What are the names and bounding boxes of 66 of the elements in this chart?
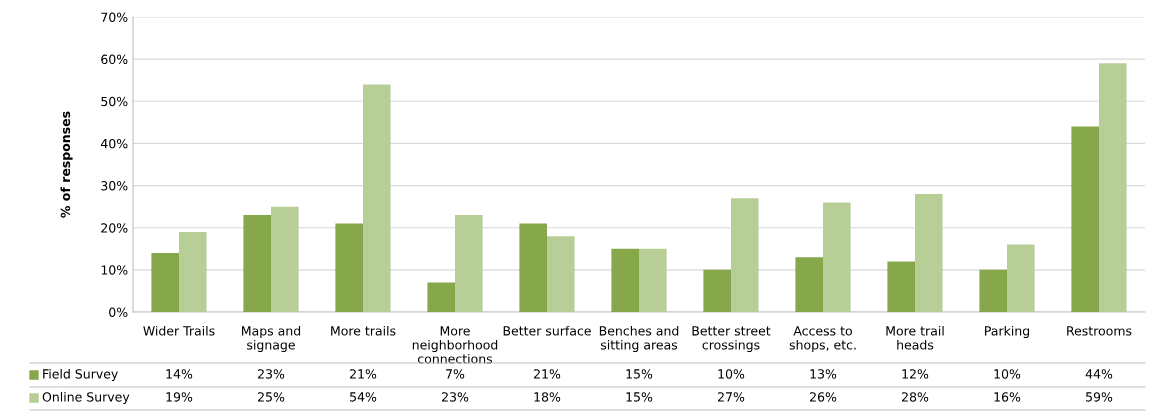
data-label: 10% (994, 369, 1021, 379)
bar (427, 282, 455, 312)
data-label: 23% (442, 392, 469, 402)
data-label: 15% (626, 392, 653, 402)
bar (887, 261, 915, 312)
bar (823, 202, 851, 312)
bar (455, 215, 483, 312)
data-label: 54% (350, 392, 377, 402)
x-tick-label: Maps and signage (242, 325, 301, 352)
x-tick-label: More trail heads (886, 325, 944, 350)
y-tick-label: 0% (109, 307, 128, 317)
y-axis-title: % of responses (60, 111, 73, 218)
x-tick-label: Wider Trails (143, 325, 215, 336)
x-tick-label: More trails (331, 325, 396, 336)
x-tick-label: Restrooms (1067, 326, 1132, 336)
x-tick-label: Better surface (503, 325, 591, 336)
x-tick-label: Better street crossings (692, 326, 771, 352)
x-tick-label: Benches and sitting areas (599, 325, 679, 352)
data-label: 15% (626, 369, 653, 379)
data-label: 7% (446, 369, 465, 379)
data-label: 21% (350, 369, 377, 379)
bar (795, 257, 823, 312)
bar (979, 269, 1007, 312)
data-label: 13% (810, 369, 837, 379)
data-label: 21% (534, 369, 561, 379)
data-label: 14% (166, 369, 193, 379)
x-tick-label: Parking (985, 325, 1030, 338)
data-label: 25% (258, 392, 285, 402)
data-label: 28% (902, 392, 929, 402)
y-tick-label: 50% (101, 96, 128, 107)
bar (1007, 244, 1035, 312)
bar (731, 198, 759, 312)
bar (363, 84, 391, 312)
y-tick-label: 10% (101, 265, 128, 275)
x-tick-label: Access to shops, etc. (789, 326, 856, 352)
legend-label: Field Survey (43, 368, 118, 382)
bar (611, 248, 639, 312)
legend-label: Online Survey (42, 391, 130, 405)
data-label: 18% (534, 392, 561, 402)
x-tick-label: More neighborhood connections (412, 326, 498, 364)
bar (243, 215, 271, 312)
bar (179, 231, 207, 312)
data-label: 26% (810, 392, 837, 402)
y-tick-label: 30% (101, 181, 128, 191)
y-tick-label: 60% (101, 54, 128, 65)
data-label: 19% (166, 392, 193, 402)
data-label: 10% (718, 369, 745, 379)
bar (915, 194, 943, 312)
y-tick-label: 70% (101, 12, 128, 22)
bar (271, 206, 299, 312)
bar (1099, 63, 1127, 312)
bar (151, 253, 179, 312)
data-label: 44% (1085, 369, 1113, 379)
data-label: 12% (902, 369, 929, 379)
bar (547, 236, 575, 312)
data-label: 27% (718, 392, 745, 402)
bar (639, 248, 667, 312)
data-label: 59% (1086, 392, 1113, 402)
bar (703, 269, 731, 312)
data-label: 23% (258, 369, 285, 379)
y-tick-label: 20% (101, 223, 128, 233)
bar (519, 223, 547, 312)
y-tick-label: 40% (100, 138, 128, 149)
bar (335, 223, 363, 312)
bar (1071, 126, 1099, 312)
data-label: 16% (994, 392, 1021, 402)
